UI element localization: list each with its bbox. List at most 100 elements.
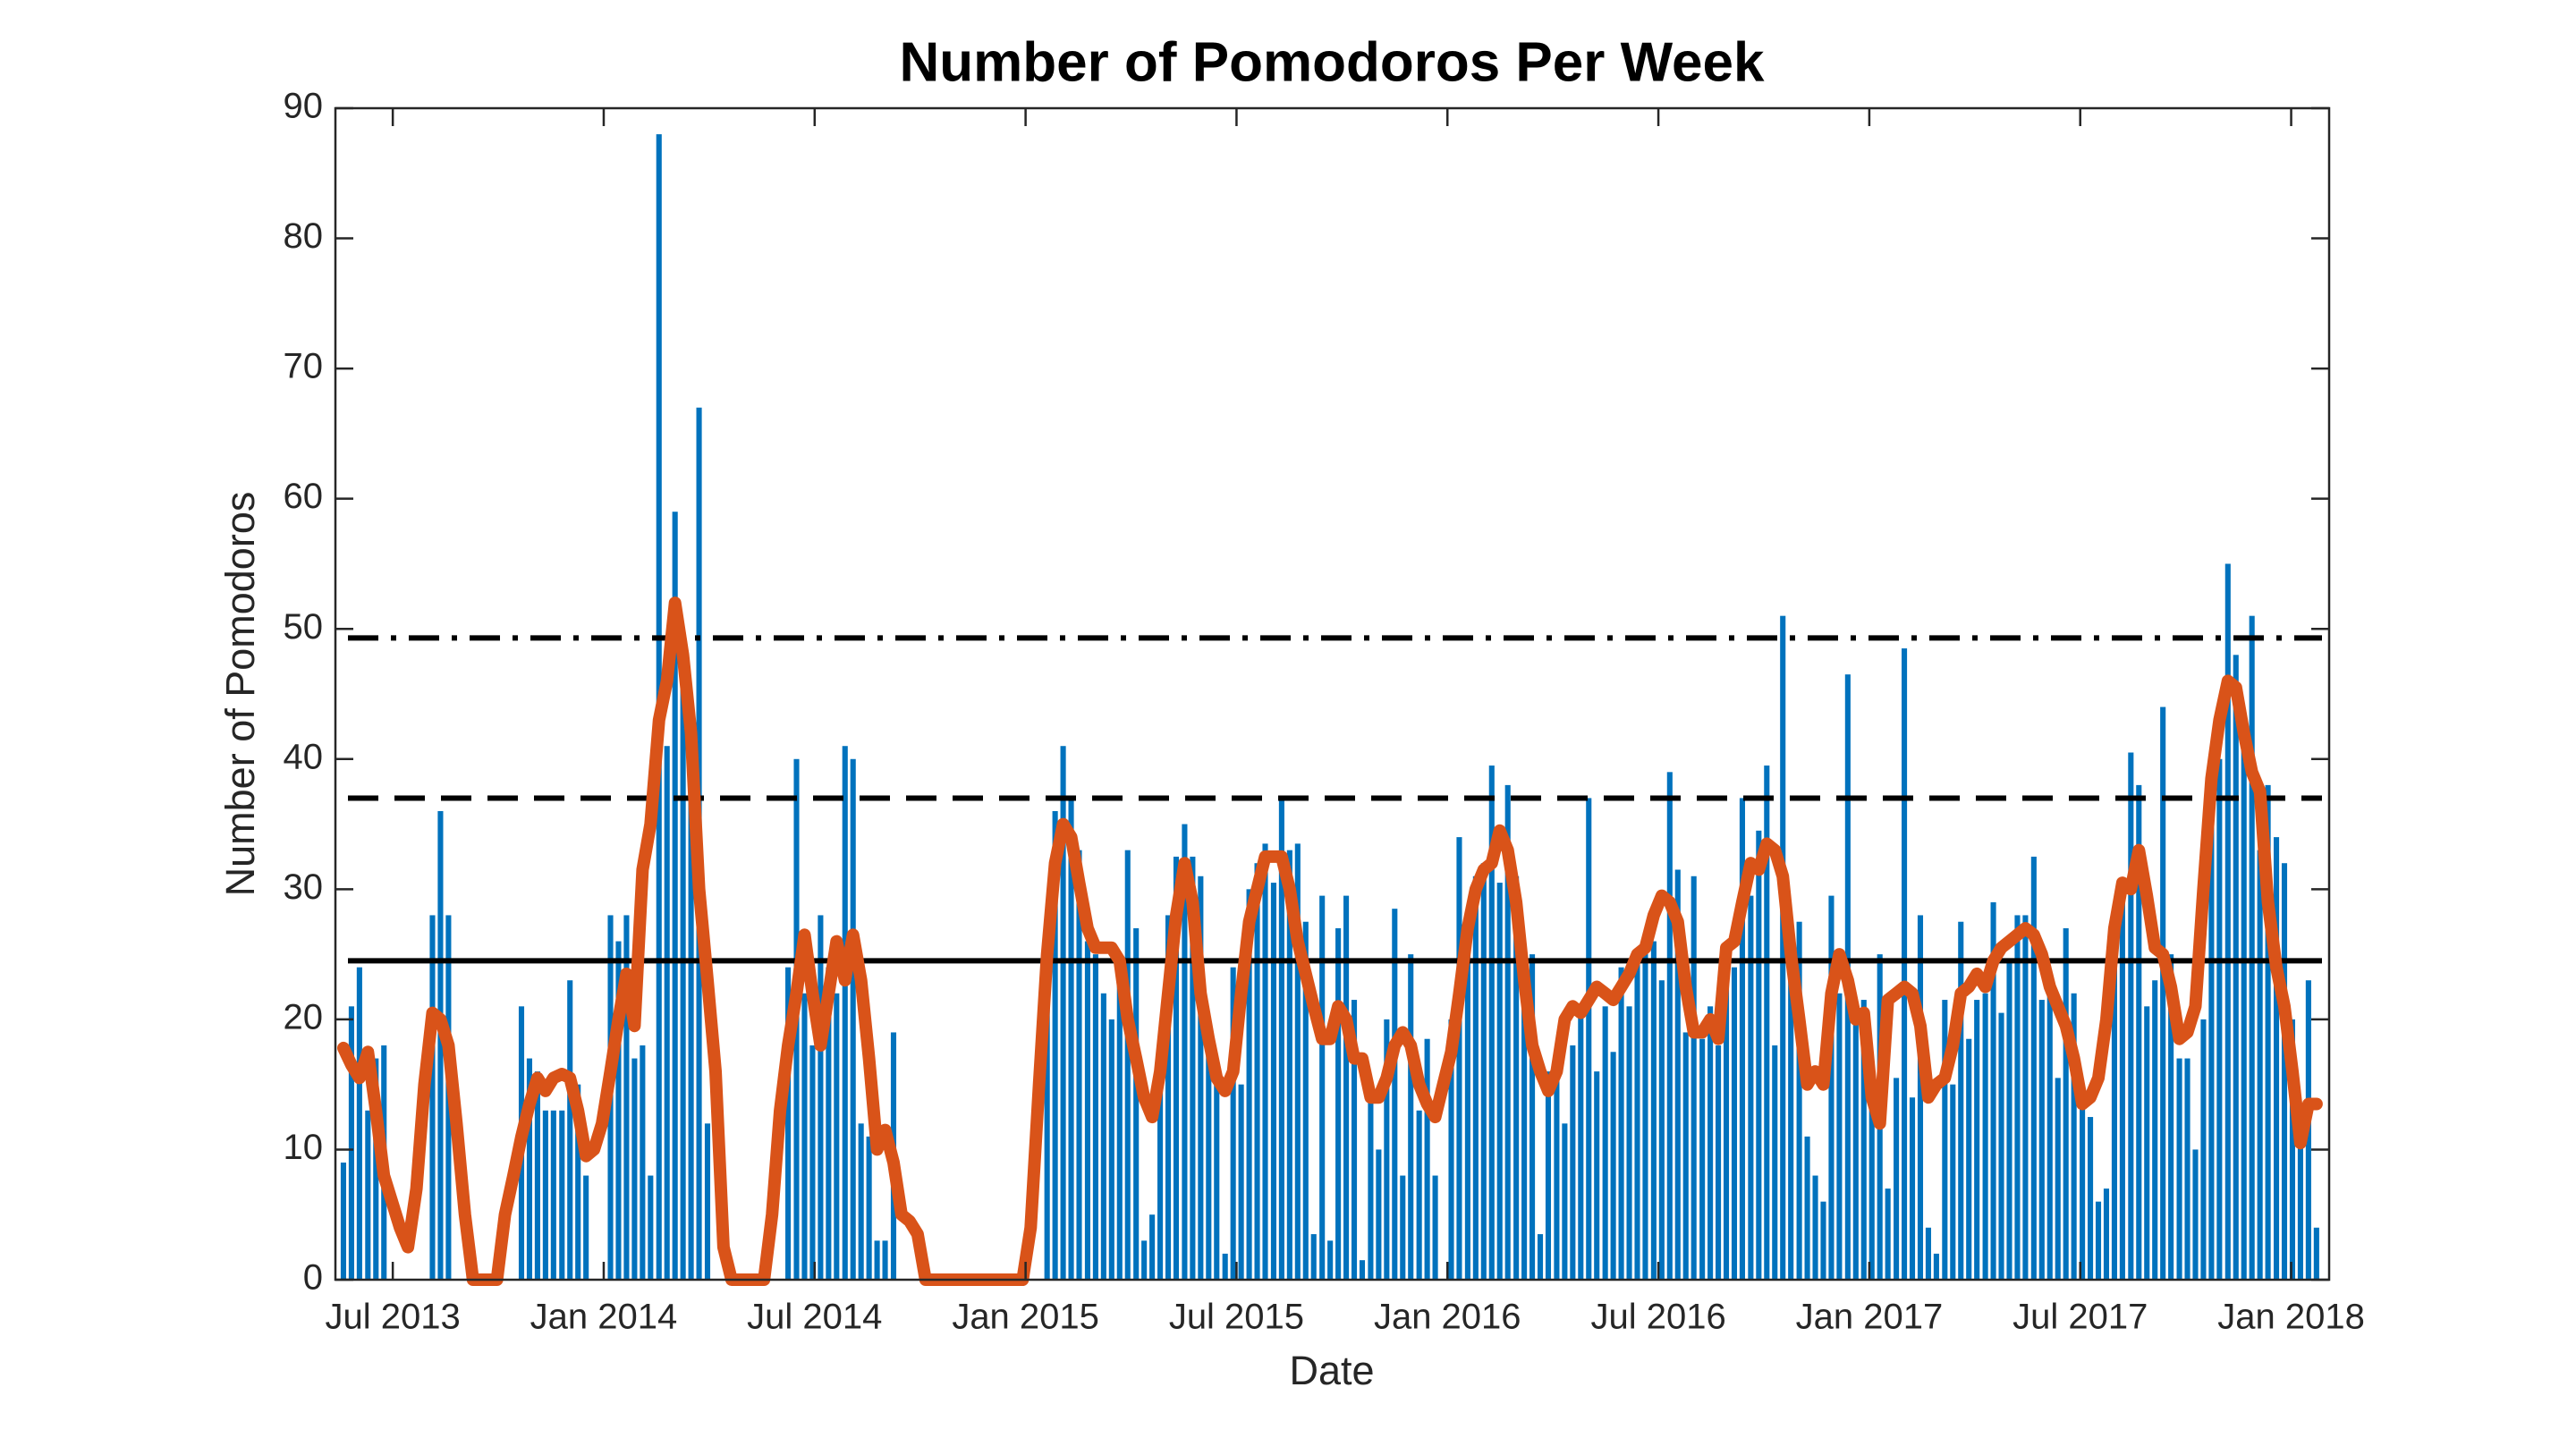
bar [1190, 856, 1196, 1280]
bar [1384, 1019, 1390, 1280]
bar [1796, 921, 1802, 1280]
bar [583, 1175, 589, 1280]
bar [1902, 648, 1908, 1280]
bar [1530, 954, 1536, 1280]
bar [429, 915, 436, 1280]
bar [1554, 1052, 1560, 1280]
bar [2233, 655, 2239, 1280]
bar [2119, 889, 2125, 1280]
bar [1650, 941, 1657, 1280]
bar [2168, 954, 2174, 1280]
bar [437, 811, 444, 1280]
x-tick-label: Jul 2013 [326, 1298, 461, 1337]
bar [356, 967, 362, 1280]
bar [1157, 1084, 1164, 1280]
bar [1731, 967, 1738, 1280]
bar [826, 967, 832, 1280]
y-tick-label: 50 [284, 607, 324, 647]
x-tick-label: Jan 2014 [530, 1298, 678, 1337]
bar [2014, 915, 2021, 1280]
bar [1699, 1038, 1706, 1280]
bar [2063, 928, 2069, 1280]
x-tick-label: Jan 2018 [2217, 1298, 2365, 1337]
bar [1262, 843, 1268, 1280]
bar [1286, 850, 1292, 1280]
bar [373, 1058, 379, 1280]
bar [1133, 928, 1140, 1280]
bar [1141, 1240, 1148, 1280]
bar [664, 746, 670, 1280]
bar [2152, 980, 2158, 1280]
bar [882, 1240, 888, 1280]
y-tick-label: 70 [284, 347, 324, 386]
bar [1408, 954, 1414, 1280]
bar [1950, 1084, 1956, 1280]
bar [672, 512, 678, 1280]
bar [1068, 798, 1074, 1280]
bar [1504, 784, 1511, 1280]
bar [2192, 1149, 2199, 1280]
bar [2103, 1188, 2110, 1280]
bar [1310, 1234, 1317, 1280]
bar [2088, 1117, 2094, 1280]
bar [1682, 1032, 1689, 1280]
bar [1812, 1175, 1818, 1280]
bar [2055, 1078, 2061, 1280]
bar [1690, 875, 1697, 1280]
bar [1990, 901, 1996, 1280]
bar [1537, 1234, 1544, 1280]
bar [1327, 1240, 1334, 1280]
x-tick-label: Jul 2016 [1590, 1298, 1725, 1337]
bar [1723, 954, 1730, 1280]
bar [1836, 993, 1843, 1280]
x-tick-label: Jan 2017 [1796, 1298, 1944, 1337]
bar [1254, 863, 1260, 1280]
bar [1602, 1006, 1608, 1280]
bar [1182, 824, 1188, 1280]
bar [1214, 1084, 1220, 1280]
bar [1238, 1084, 1244, 1280]
bar [1496, 883, 1503, 1280]
bar [2265, 784, 2271, 1280]
bar [1480, 863, 1487, 1280]
bar [1909, 1097, 1916, 1280]
bar [1570, 1045, 1576, 1280]
bar [809, 1045, 816, 1280]
bar [1302, 921, 1309, 1280]
bar [1448, 1019, 1454, 1280]
bar [2289, 1019, 2296, 1280]
bar [1124, 850, 1131, 1280]
bar [1488, 766, 1495, 1280]
bar [1392, 909, 1398, 1280]
bar [575, 1084, 581, 1280]
bar [2006, 960, 2012, 1280]
bar [365, 1110, 371, 1280]
bar [1052, 811, 1058, 1280]
bar [1925, 1227, 1931, 1280]
bar [2184, 1058, 2190, 1280]
y-axis-label: Number of Pomodoros [217, 492, 263, 897]
bar [1756, 830, 1762, 1280]
bar [1917, 915, 1924, 1280]
y-tick-label: 40 [284, 737, 324, 776]
bar [1562, 1123, 1568, 1280]
bar [542, 1110, 548, 1280]
bar [2249, 615, 2255, 1280]
bar [1788, 973, 1794, 1280]
bar [801, 993, 808, 1280]
bar [1942, 1000, 1948, 1280]
bar [1060, 746, 1066, 1280]
y-tick-label: 60 [284, 477, 324, 516]
bar [1828, 895, 1835, 1280]
bar [615, 941, 622, 1280]
bar [1594, 1071, 1600, 1280]
bar [858, 1123, 864, 1280]
bar [2022, 915, 2029, 1280]
bar [550, 1110, 556, 1280]
bar [1748, 895, 1754, 1280]
x-tick-label: Jul 2015 [1169, 1298, 1304, 1337]
bar [1173, 856, 1180, 1280]
bar [1860, 1000, 1867, 1280]
bar [1804, 1136, 1810, 1280]
bar [1513, 875, 1520, 1280]
